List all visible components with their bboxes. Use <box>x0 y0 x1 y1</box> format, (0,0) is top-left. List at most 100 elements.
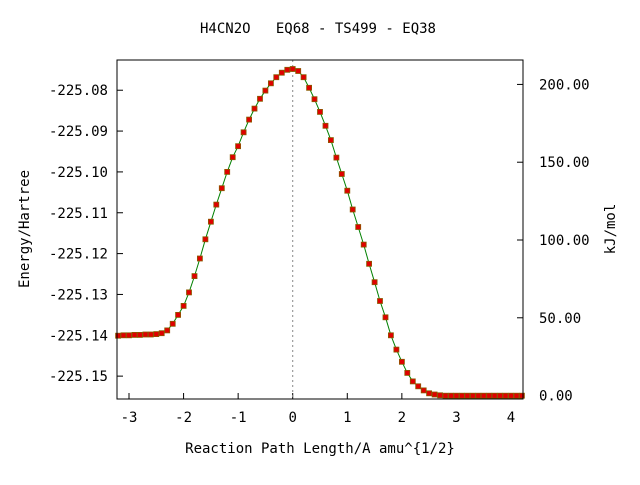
data-point <box>508 392 514 399</box>
y-tick-label: -225.10 <box>49 165 108 181</box>
x-tick-label: -3 <box>121 410 138 426</box>
data-point <box>382 314 389 321</box>
data-point <box>142 331 149 338</box>
data-point <box>235 143 242 150</box>
data-point <box>426 390 433 397</box>
data-point <box>469 392 476 399</box>
data-point <box>246 116 253 123</box>
data-point <box>262 87 269 94</box>
y-axis-label: Energy/Hartree <box>17 170 33 288</box>
data-point <box>147 331 154 338</box>
data-point <box>284 66 291 73</box>
data-point <box>229 154 236 161</box>
data-point <box>491 392 498 399</box>
data-point <box>464 392 471 399</box>
x-tick-label: 0 <box>288 410 296 426</box>
data-point <box>387 332 394 339</box>
data-point <box>273 74 280 81</box>
data-point <box>218 185 225 192</box>
data-point <box>420 387 427 394</box>
data-point <box>431 391 438 398</box>
data-point <box>338 171 345 177</box>
data-point <box>257 95 263 102</box>
x-tick-label: 2 <box>398 410 406 426</box>
y-tick-label: -225.08 <box>49 83 108 99</box>
data-point <box>175 311 182 318</box>
data-point <box>131 331 138 338</box>
data-point <box>317 109 323 115</box>
data-point <box>207 218 214 225</box>
x-tick-label: -2 <box>175 410 192 426</box>
data-point <box>519 392 525 399</box>
data-point <box>497 392 504 399</box>
y-tick-label: -225.12 <box>49 247 108 263</box>
y-tick-label: -225.15 <box>49 369 108 385</box>
data-point <box>355 224 362 230</box>
data-point <box>448 392 454 399</box>
y-tick-label: -225.13 <box>49 287 108 303</box>
data-point <box>267 80 274 87</box>
data-point <box>349 206 356 213</box>
data-point <box>453 392 460 399</box>
data-point <box>360 241 367 248</box>
data-point <box>333 154 340 161</box>
data-point <box>196 255 203 262</box>
data-point <box>240 129 247 136</box>
series-line <box>118 68 522 397</box>
chart-title: H4CN2O EQ68 - TS499 - EQ38 <box>200 21 436 37</box>
data-point <box>186 289 192 296</box>
data-point <box>513 392 520 399</box>
right-axis-ticks: 0.00 50.00 100.00 150.00 200.00 <box>517 77 590 405</box>
y2-tick-label: 50.00 <box>539 311 581 327</box>
x-tick-label: 3 <box>452 410 460 426</box>
data-point <box>366 260 373 267</box>
data-point <box>306 84 313 91</box>
data-point <box>115 332 121 339</box>
data-point <box>486 392 493 399</box>
data-point <box>409 378 416 385</box>
y2-axis-label: kJ/mol <box>603 204 619 255</box>
data-point <box>158 330 165 337</box>
x-axis-ticks: -3 -2 -1 0 1 2 3 4 <box>121 393 515 426</box>
data-point <box>371 279 378 286</box>
y-tick-label: -225.14 <box>49 328 108 344</box>
data-point <box>502 392 509 399</box>
data-point <box>344 187 351 194</box>
energy-curve <box>118 68 522 397</box>
data-point <box>213 201 220 208</box>
y2-tick-label: 0.00 <box>539 389 573 405</box>
left-axis-ticks: -225.08 -225.09 -225.10 -225.11 -225.12 -225.… <box>49 83 123 385</box>
data-point <box>311 96 318 103</box>
data-point <box>251 105 258 112</box>
data-point <box>393 346 400 353</box>
data-point <box>377 298 383 304</box>
energy-markers <box>115 66 525 399</box>
data-point <box>327 137 334 144</box>
data-point <box>300 74 307 81</box>
data-point <box>295 68 302 74</box>
data-point <box>458 392 465 399</box>
y-tick-label: -225.09 <box>49 124 108 140</box>
data-point <box>153 331 160 338</box>
data-point <box>289 66 296 72</box>
data-point <box>437 392 444 399</box>
data-point <box>480 392 487 399</box>
data-point <box>278 69 285 76</box>
data-point <box>202 236 209 243</box>
data-point <box>169 320 176 327</box>
data-point <box>475 392 482 399</box>
data-point <box>191 273 198 280</box>
x-tick-label: 4 <box>507 410 515 426</box>
x-axis-label: Reaction Path Length/A amu^{1/2} <box>185 441 455 457</box>
data-point <box>180 302 187 309</box>
plot-frame <box>116 59 524 400</box>
y2-tick-label: 150.00 <box>539 155 590 171</box>
x-tick-label: 1 <box>343 410 351 426</box>
data-point <box>398 358 405 365</box>
x-tick-label: -1 <box>230 410 247 426</box>
y2-tick-label: 200.00 <box>539 77 590 93</box>
data-point <box>120 332 127 339</box>
data-point <box>164 327 171 334</box>
y-tick-label: -225.11 <box>49 206 108 222</box>
